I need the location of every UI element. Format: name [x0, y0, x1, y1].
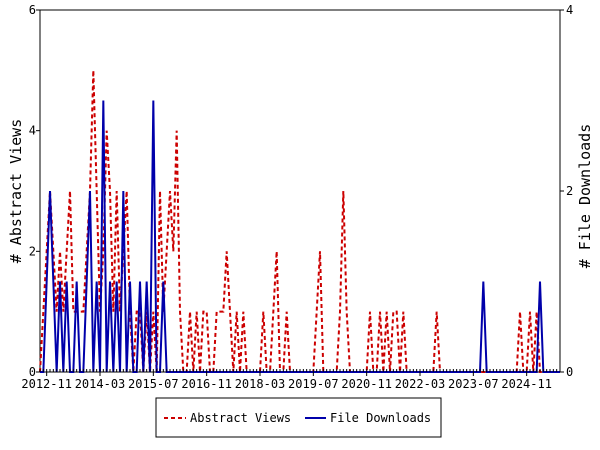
- x-tick-label: 2015-07: [128, 377, 179, 391]
- y-axis-left-title: # Abstract Views: [7, 119, 25, 264]
- y-left-tick-label: 2: [29, 244, 36, 258]
- legend: Abstract Views File Downloads: [155, 397, 442, 438]
- x-tick-label: 2020-11: [341, 377, 392, 391]
- x-tick-label: 2023-07: [448, 377, 499, 391]
- x-tick-label: 2024-11: [501, 377, 552, 391]
- y-axis-left: 0 2 4 6: [29, 3, 40, 379]
- y-axis-right-title: # File Downloads: [576, 124, 594, 269]
- plot-area: [39, 9, 561, 373]
- y-left-tick-label: 4: [29, 124, 36, 138]
- y-left-tick-label: 6: [29, 3, 36, 17]
- y-right-tick-label: 2: [566, 184, 573, 198]
- x-tick-label: 2016-11: [181, 377, 232, 391]
- x-tick-label: 2019-07: [288, 377, 339, 391]
- y-right-tick-label: 4: [566, 3, 573, 17]
- y-right-tick-label: 0: [566, 365, 573, 379]
- y-axis-right: 0 2 4: [560, 3, 573, 379]
- legend-label-abstract-views: Abstract Views: [190, 411, 291, 425]
- legend-label-file-downloads: File Downloads: [330, 411, 431, 425]
- y-left-tick-label: 0: [29, 365, 36, 379]
- legend-box: [155, 397, 442, 438]
- x-tick-label: 2012-11: [21, 377, 72, 391]
- x-tick-label: 2022-03: [395, 377, 446, 391]
- x-axis: 2012-11 2014-03 2015-07 2016-11 2018-03 2019-…: [21, 369, 561, 391]
- x-tick-label: 2018-03: [235, 377, 286, 391]
- x-tick-label: 2014-03: [75, 377, 126, 391]
